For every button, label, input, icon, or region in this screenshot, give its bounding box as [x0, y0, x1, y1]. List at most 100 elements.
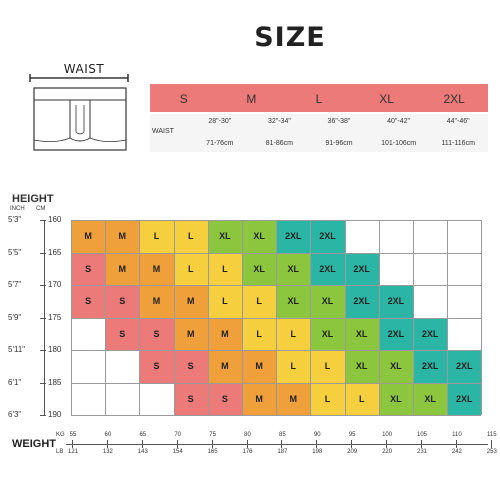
grid-cell-m: M — [173, 317, 208, 350]
height-cm-label: 180 — [48, 345, 62, 354]
page-title: SIZE — [254, 22, 326, 53]
grid-cell-xl: XL — [310, 317, 345, 350]
height-tick — [40, 382, 46, 384]
waist-inch-cell: 28"-30" — [208, 118, 232, 125]
weight-tick — [386, 440, 388, 448]
weight-kg-label: 100 — [382, 432, 393, 438]
weight-kg-label: 110 — [452, 432, 462, 438]
weight-lb-label: 154 — [172, 449, 183, 455]
grid-cell-xl: XL — [413, 382, 448, 415]
waist-row-label: WAIST — [152, 128, 174, 135]
waist-cm-cell: 81-86cm — [265, 140, 293, 147]
grid-cell-2xl: 2XL — [413, 350, 448, 383]
waist-inch-cell: 44"-46" — [446, 118, 470, 125]
height-inch-label: 5'7" — [8, 280, 22, 289]
waist-cm-cell: 91-96cm — [325, 140, 353, 147]
waist-cm-row: 71-76cm 81-86cm 91-96cm 101-106cm 111-116cm — [190, 140, 488, 147]
size-header-cell: M — [246, 92, 257, 106]
height-inch-label: 6'3" — [8, 410, 22, 419]
waist-cm-cell: 111-116cm — [441, 140, 475, 147]
weight-axis-line — [66, 444, 488, 445]
grid-cell-empty — [447, 285, 482, 318]
waist-cm-cell: 71-76cm — [206, 140, 234, 147]
weight-lb-label: 143 — [137, 449, 148, 455]
grid-cell-m: M — [71, 220, 106, 253]
waist-inch-cell: 32"-34" — [267, 118, 291, 125]
weight-tick — [246, 440, 248, 448]
weight-kg-label: 70 — [174, 432, 182, 438]
grid-cell-s: S — [105, 285, 140, 318]
height-tick — [40, 220, 46, 221]
grid-cell-xl: XL — [344, 317, 379, 350]
grid-cell-empty — [71, 317, 106, 350]
grid-cell-empty — [378, 220, 413, 253]
grid-cell-empty — [447, 220, 482, 253]
grid-cell-2xl: 2XL — [378, 317, 413, 350]
grid-cell-empty — [447, 252, 482, 285]
grid-cell-m: M — [207, 317, 242, 350]
grid-cell-2xl: 2XL — [310, 220, 345, 253]
height-inch-label: 6'1" — [8, 377, 22, 387]
grid-cell-2xl: 2XL — [344, 285, 379, 318]
grid-cell-s: S — [105, 317, 140, 350]
weight-lb-label: 187 — [277, 449, 288, 455]
grid-cell-2xl: 2XL — [310, 252, 345, 285]
grid-cell-xl: XL — [310, 285, 345, 318]
height-tick — [40, 252, 46, 254]
size-header-band — [150, 84, 488, 112]
weight-lb-label: 165 — [207, 449, 218, 455]
grid-hline — [71, 252, 482, 254]
weight-lb-label: 198 — [312, 449, 323, 455]
grid-cell-xl: XL — [207, 220, 242, 253]
grid-cell-empty — [71, 350, 106, 383]
size-header-cell: XL — [379, 92, 394, 106]
weight-tick — [281, 440, 283, 448]
cm-unit-label: CM — [36, 206, 46, 212]
height-tick — [40, 317, 46, 319]
grid-cell-empty — [105, 350, 140, 383]
height-label: HEIGHT — [12, 193, 54, 205]
grid-cell-2xl: 2XL — [276, 220, 311, 253]
grid-cell-l: L — [207, 285, 242, 318]
waist-inch-cell: 36"-38" — [327, 118, 351, 125]
weight-tick — [141, 440, 143, 448]
height-cm-label: 190 — [48, 410, 62, 419]
waist-cm-cell: 101-106cm — [381, 140, 417, 147]
weight-kg-label: 115 — [487, 432, 497, 438]
grid-cell-l: L — [173, 220, 208, 253]
size-header-row: S M L XL 2XL — [150, 84, 488, 112]
weight-kg-label: 55 — [69, 432, 77, 438]
weight-kg-label: 75 — [209, 432, 216, 438]
weight-tick — [351, 440, 353, 448]
grid-cell-xl: XL — [242, 220, 277, 253]
weight-lb-label: 231 — [416, 449, 427, 455]
grid-cell-m: M — [242, 382, 277, 415]
grid-cell-xl: XL — [276, 285, 311, 318]
grid-cell-s: S — [173, 382, 208, 415]
size-header-cell: 2XL — [443, 92, 465, 106]
grid-cell-l: L — [173, 252, 208, 285]
grid-cell-s: S — [71, 252, 106, 285]
waist-table — [150, 114, 488, 152]
inch-unit-label: INCH — [10, 206, 25, 212]
grid-cell-empty — [447, 317, 482, 350]
weight-tick — [316, 440, 318, 448]
grid-cell-m: M — [276, 382, 311, 415]
grid-cell-m: M — [139, 252, 174, 285]
weight-tick — [421, 440, 422, 448]
weight-tick — [490, 440, 492, 448]
grid-cell-l: L — [242, 317, 277, 350]
height-cm-label: 175 — [48, 312, 62, 322]
height-cm-label: 165 — [48, 247, 62, 257]
weight-kg-label: 60 — [104, 432, 112, 438]
weight-kg-label: 80 — [244, 432, 251, 438]
grid-cell-2xl: 2XL — [378, 285, 413, 318]
height-cm-label: 160 — [48, 215, 62, 224]
grid-cell-empty — [105, 382, 140, 415]
waist-label: WAIST — [63, 62, 105, 76]
grid-hline — [71, 285, 482, 286]
weight-lb-label: 132 — [102, 449, 113, 455]
height-inch-label: 5'9" — [8, 312, 22, 322]
grid-cell-2xl: 2XL — [447, 382, 482, 415]
height-cm-label: 170 — [48, 280, 62, 289]
